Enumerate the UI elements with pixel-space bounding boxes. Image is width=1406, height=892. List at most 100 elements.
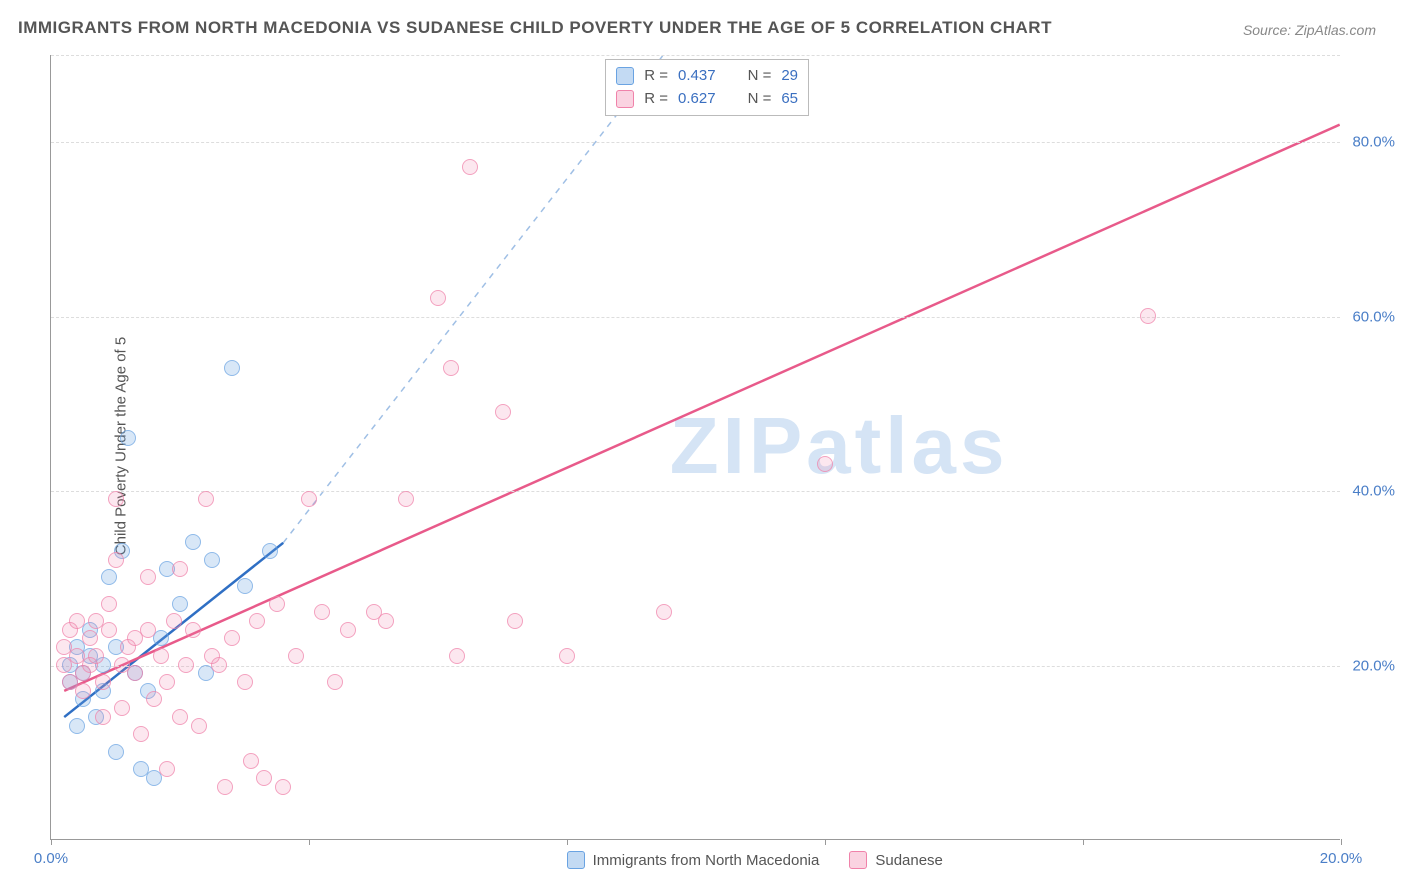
n-label: N = [748, 88, 772, 111]
chart-title: IMMIGRANTS FROM NORTH MACEDONIA VS SUDAN… [18, 18, 1052, 38]
scatter-point [249, 613, 265, 629]
scatter-point [185, 622, 201, 638]
scatter-point [108, 744, 124, 760]
scatter-point [398, 491, 414, 507]
gridline-h [51, 55, 1340, 56]
xtick-label: 0.0% [34, 850, 68, 867]
stats-row-pink: R = 0.627 N = 65 [616, 88, 798, 111]
scatter-point [114, 700, 130, 716]
n-value-pink: 65 [781, 88, 798, 111]
xtick-mark [825, 839, 826, 845]
scatter-point [269, 596, 285, 612]
swatch-pink-icon [849, 851, 867, 869]
scatter-point [256, 770, 272, 786]
scatter-point [82, 630, 98, 646]
scatter-point [153, 648, 169, 664]
scatter-point [224, 360, 240, 376]
scatter-point [198, 491, 214, 507]
gridline-h [51, 666, 1340, 667]
scatter-point [133, 726, 149, 742]
swatch-pink-icon [616, 90, 634, 108]
scatter-point [172, 561, 188, 577]
swatch-blue-icon [616, 67, 634, 85]
gridline-h [51, 142, 1340, 143]
scatter-point [108, 552, 124, 568]
scatter-point [191, 718, 207, 734]
scatter-point [140, 622, 156, 638]
scatter-point [172, 709, 188, 725]
scatter-point [204, 552, 220, 568]
scatter-point [172, 596, 188, 612]
gridline-h [51, 491, 1340, 492]
scatter-point [314, 604, 330, 620]
ytick-label: 80.0% [1352, 134, 1395, 151]
scatter-point [656, 604, 672, 620]
scatter-point [443, 360, 459, 376]
xtick-mark [51, 839, 52, 845]
scatter-point [95, 674, 111, 690]
xtick-mark [1341, 839, 1342, 845]
legend-item-blue: Immigrants from North Macedonia [567, 851, 820, 869]
scatter-point [69, 718, 85, 734]
source-label: Source: ZipAtlas.com [1243, 22, 1376, 38]
scatter-point [327, 674, 343, 690]
r-value-pink: 0.627 [678, 88, 716, 111]
swatch-blue-icon [567, 851, 585, 869]
scatter-point [166, 613, 182, 629]
scatter-point [288, 648, 304, 664]
trend-lines [51, 55, 1340, 839]
scatter-point [140, 569, 156, 585]
xtick-mark [309, 839, 310, 845]
scatter-point [185, 534, 201, 550]
r-label: R = [644, 88, 668, 111]
legend-item-pink: Sudanese [849, 851, 943, 869]
plot-area: ZIPatlas R = 0.437 N = 29 R = 0.627 N = … [50, 55, 1340, 840]
legend-label-blue: Immigrants from North Macedonia [593, 852, 820, 869]
scatter-point [127, 665, 143, 681]
scatter-point [237, 674, 253, 690]
scatter-point [237, 578, 253, 594]
scatter-point [75, 683, 91, 699]
scatter-point [217, 779, 233, 795]
xtick-mark [567, 839, 568, 845]
scatter-point [159, 674, 175, 690]
scatter-point [88, 648, 104, 664]
scatter-point [275, 779, 291, 795]
r-value-blue: 0.437 [678, 65, 716, 88]
scatter-point [108, 491, 124, 507]
scatter-point [817, 456, 833, 472]
r-label: R = [644, 65, 668, 88]
scatter-point [243, 753, 259, 769]
scatter-point [449, 648, 465, 664]
scatter-point [95, 709, 111, 725]
ytick-label: 40.0% [1352, 483, 1395, 500]
watermark: ZIPatlas [670, 400, 1009, 492]
scatter-point [101, 569, 117, 585]
scatter-point [495, 404, 511, 420]
scatter-point [430, 290, 446, 306]
stats-box: R = 0.437 N = 29 R = 0.627 N = 65 [605, 59, 809, 116]
scatter-point [146, 691, 162, 707]
scatter-point [262, 543, 278, 559]
xtick-mark [1083, 839, 1084, 845]
scatter-point [101, 596, 117, 612]
scatter-point [1140, 308, 1156, 324]
scatter-point [159, 761, 175, 777]
scatter-point [340, 622, 356, 638]
ytick-label: 20.0% [1352, 657, 1395, 674]
n-value-blue: 29 [781, 65, 798, 88]
scatter-point [211, 657, 227, 673]
scatter-point [301, 491, 317, 507]
xtick-label: 20.0% [1320, 850, 1363, 867]
legend-label-pink: Sudanese [875, 852, 943, 869]
ytick-label: 60.0% [1352, 308, 1395, 325]
scatter-point [101, 622, 117, 638]
scatter-point [462, 159, 478, 175]
scatter-point [507, 613, 523, 629]
legend: Immigrants from North Macedonia Sudanese [567, 851, 943, 869]
scatter-point [559, 648, 575, 664]
n-label: N = [748, 65, 772, 88]
scatter-point [120, 430, 136, 446]
scatter-point [178, 657, 194, 673]
scatter-point [378, 613, 394, 629]
